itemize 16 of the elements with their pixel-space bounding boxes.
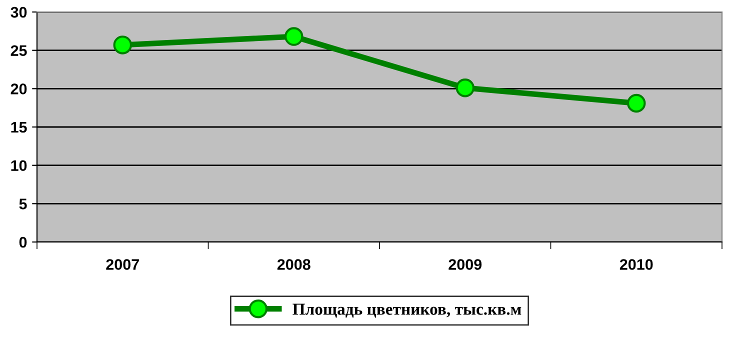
x-tick-label: 2008 (277, 259, 310, 270)
point (626, 94, 646, 113)
point (284, 27, 304, 46)
y-tick-label: 0 (19, 236, 27, 248)
x-tick-label: 2010 (620, 259, 653, 270)
y-tick-label: 10 (11, 160, 27, 172)
point (456, 78, 475, 98)
y-tick-label: 25 (10, 45, 27, 56)
y-tick-label: 30 (10, 6, 27, 18)
y-tick-label: 5 (19, 198, 27, 210)
point (113, 36, 132, 54)
legend-label: Площадь цветников, тыс.кв.м (292, 304, 522, 318)
x-tick-label: 2007 (106, 259, 139, 270)
y-tick-label: 15 (11, 122, 27, 133)
x-tick-label: 2009 (448, 259, 482, 270)
y-tick-label: 20 (10, 84, 27, 94)
